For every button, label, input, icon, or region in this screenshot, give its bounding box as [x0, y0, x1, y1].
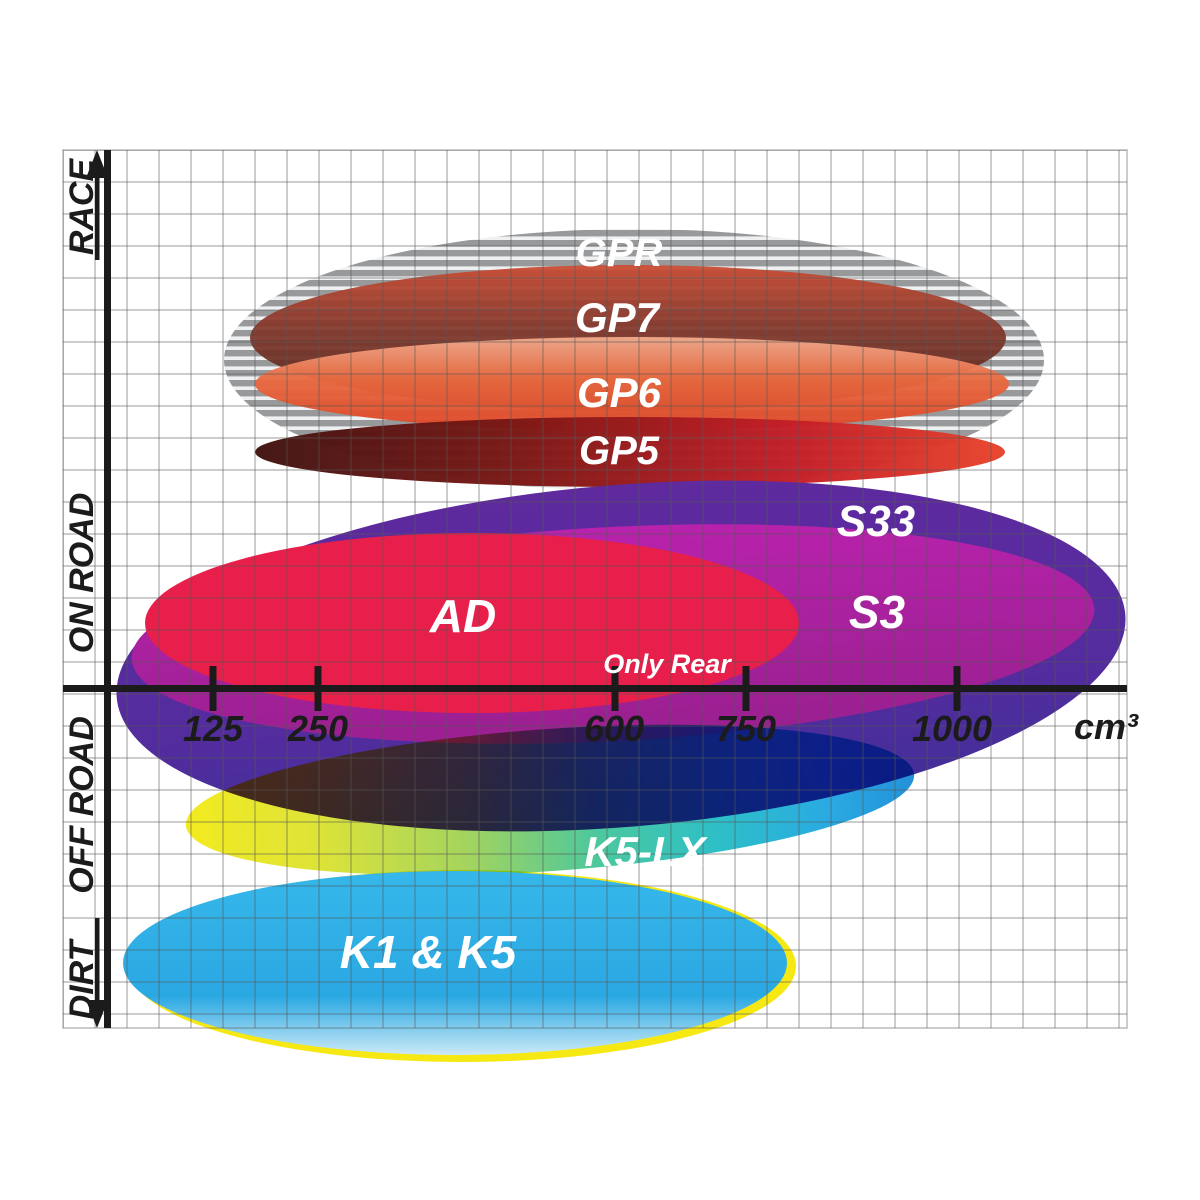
- y-axis-label-on-road: ON ROAD: [63, 493, 101, 654]
- tick-600: [611, 666, 619, 711]
- tick-125: [209, 666, 217, 711]
- x-axis-ticks: [209, 666, 961, 711]
- grid: [62, 149, 1128, 1029]
- x-tick-label-1000: 1000: [912, 708, 992, 749]
- region-label-k1k5: K1 & K5: [340, 926, 518, 978]
- x-tick-label-600: 600: [584, 708, 644, 749]
- region-label-gp5: GP5: [579, 429, 660, 473]
- region-label-s3: S3: [849, 586, 906, 638]
- x-axis-unit-label: cm³: [1074, 706, 1139, 747]
- y-axis-label-dirt: DIRT: [63, 937, 101, 1019]
- tick-750: [742, 666, 750, 711]
- axes: [63, 150, 1127, 1028]
- region-label-gpr: GPR: [576, 231, 663, 275]
- annotation-only-rear: Only Rear: [603, 649, 732, 679]
- region-labels: GPR GP7 GP6 GP5 S33 AD S3 Only Rear K5-L…: [340, 231, 915, 978]
- x-tick-label-125: 125: [183, 708, 244, 749]
- region-label-gp7: GP7: [575, 294, 661, 341]
- tick-1000: [953, 666, 961, 711]
- region-label-s33: S33: [837, 497, 915, 546]
- tick-250: [314, 666, 322, 711]
- x-axis-labels: 125 250 600 750 1000 cm³: [183, 706, 1139, 749]
- y-axis-label-off-road: OFF ROAD: [63, 716, 101, 894]
- region-label-gp6: GP6: [577, 369, 662, 416]
- x-tick-label-750: 750: [716, 708, 776, 749]
- x-axis-line: [63, 685, 1127, 692]
- x-tick-label-250: 250: [287, 708, 348, 749]
- y-axis-labels: RACE ON ROAD OFF ROAD DIRT: [63, 158, 101, 1020]
- y-axis-line: [104, 150, 111, 1028]
- race-direction-arrow-icon: [86, 150, 108, 260]
- region-label-k5lx: K5-LX: [584, 828, 708, 875]
- dirt-direction-arrow-icon: [86, 918, 108, 1028]
- region-label-ad: AD: [429, 590, 496, 642]
- y-axis-label-race: RACE: [63, 158, 101, 256]
